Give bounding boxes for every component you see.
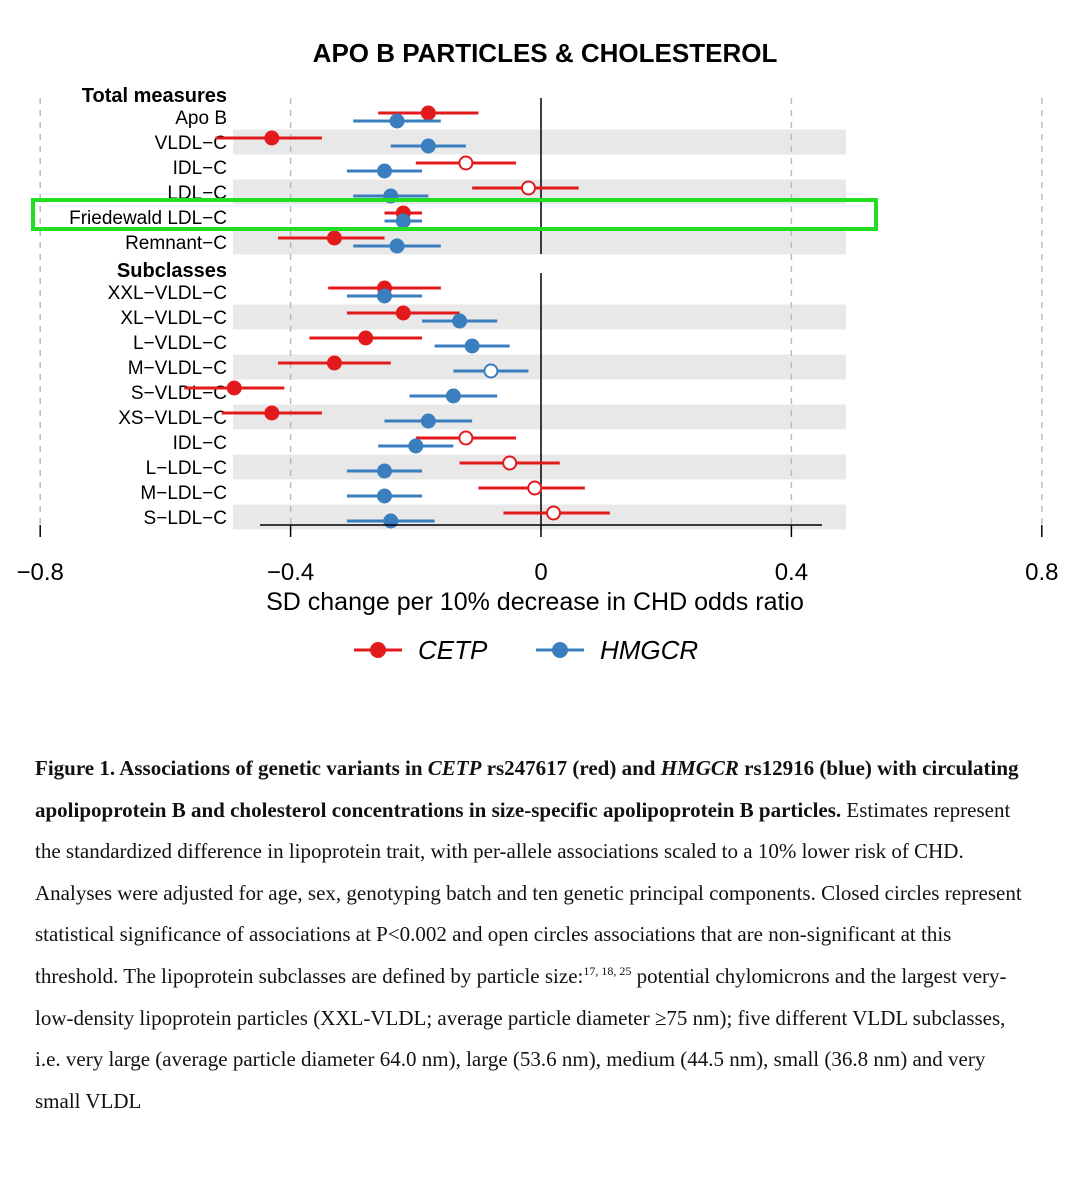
legend-label: HMGCR	[600, 635, 698, 665]
caption-text-2: potential chylomicrons and the largest v…	[35, 963, 1007, 1113]
x-axis-label: SD change per 10% decrease in CHD odds r…	[266, 588, 804, 616]
row-band	[233, 129, 846, 155]
legend-label: CETP	[418, 635, 488, 665]
group-header: Subclasses	[117, 260, 227, 282]
row-band	[233, 454, 846, 480]
tick-label: 0	[534, 559, 547, 586]
row-label: S−LDL−C	[144, 508, 227, 529]
row-band	[233, 229, 846, 255]
point-nonsignificant	[458, 430, 474, 446]
x-axis: −0.8 −0.4 0 0.4 0.8	[17, 524, 1058, 586]
point-nonsignificant	[520, 180, 536, 196]
forest-plot: APO B PARTICLES & CHOLESTEROL Total meas…	[17, 38, 1059, 665]
point-nonsignificant	[527, 480, 543, 496]
caption-text-1: Estimates represent the standardized dif…	[35, 797, 1022, 988]
point-significant	[420, 413, 436, 429]
row-label: M−LDL−C	[140, 483, 227, 504]
point-significant	[389, 113, 405, 129]
row-label: XXL−VLDL−C	[108, 283, 227, 304]
point-significant	[420, 105, 436, 121]
point-significant	[264, 130, 280, 146]
caption-gene-1: CETP	[427, 756, 482, 780]
point-nonsignificant	[458, 155, 474, 171]
highlight-box	[31, 198, 878, 231]
row-label: IDL−C	[173, 158, 227, 179]
tick-label: −0.4	[267, 559, 314, 586]
row-label: M−VLDL−C	[128, 358, 227, 379]
point-significant	[326, 355, 342, 371]
caption-references: 17, 18, 25	[583, 963, 632, 978]
point-significant	[395, 213, 411, 229]
caption-bold-2: rs247617 (red) and	[481, 756, 661, 780]
point-significant	[445, 388, 461, 404]
point-significant	[226, 380, 242, 396]
row-band	[233, 404, 846, 430]
row-band	[233, 304, 846, 330]
row-label: VLDL−C	[155, 133, 227, 154]
row-label: Friedewald LDL−C	[69, 208, 227, 229]
point-significant	[464, 338, 480, 354]
tick-label: 0.4	[775, 559, 808, 586]
point-significant	[395, 305, 411, 321]
row-label: XS−VLDL−C	[118, 408, 227, 429]
tick-label: 0.8	[1025, 559, 1058, 586]
row-label: Apo B	[175, 108, 227, 129]
point-significant	[408, 438, 424, 454]
point-significant	[452, 313, 468, 329]
tick-label: −0.8	[17, 559, 64, 586]
legend: CETP HMGCR	[354, 635, 698, 665]
point-significant	[420, 138, 436, 154]
caption-bold-3: rs12916 (blue) with circulating apolipop…	[35, 756, 1019, 822]
legend-marker	[552, 642, 568, 658]
caption-gene-2: HMGCR	[660, 756, 739, 780]
point-nonsignificant	[546, 505, 562, 521]
group-header: Total measures	[82, 85, 227, 107]
row-label: XL−VLDL−C	[120, 308, 227, 329]
point-nonsignificant	[502, 455, 518, 471]
row-band	[233, 354, 846, 380]
estimate-marks	[184, 105, 610, 529]
point-significant	[377, 163, 392, 179]
row-label: L−LDL−C	[146, 458, 227, 479]
row-label: S−VLDL−C	[131, 383, 227, 404]
caption-bold-1: Figure 1. Associations of genetic varian…	[35, 756, 428, 780]
row-label: IDL−C	[173, 433, 227, 454]
point-significant	[326, 230, 342, 246]
figure-caption: Figure 1. Associations of genetic varian…	[35, 748, 1035, 1122]
chart-title: APO B PARTICLES & CHOLESTEROL	[313, 38, 778, 68]
row-label: Remnant−C	[125, 233, 227, 254]
legend-marker	[370, 642, 386, 658]
point-significant	[377, 488, 392, 504]
point-significant	[377, 288, 392, 304]
row-label: L−VLDL−C	[133, 333, 227, 354]
point-significant	[358, 330, 374, 346]
point-significant	[377, 463, 392, 479]
row-labels: Total measures Subclasses Apo B VLDL−C IDL−C…	[69, 85, 227, 529]
point-significant	[264, 405, 280, 421]
point-significant	[389, 238, 405, 254]
point-nonsignificant	[483, 363, 499, 379]
